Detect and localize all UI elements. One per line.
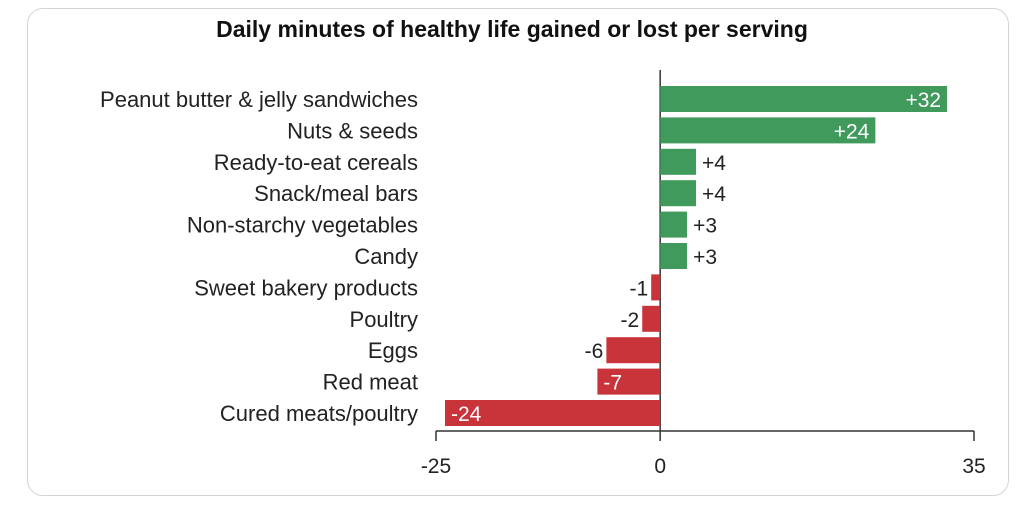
bar [444,400,661,426]
bar [660,148,697,175]
bar [642,305,661,332]
category-label: Cured meats/poultry [220,401,418,426]
value-label: -7 [603,372,622,395]
bar [651,274,661,301]
bar [660,180,697,207]
category-label: Poultry [350,307,418,332]
category-label: Candy [354,244,418,269]
value-label: -6 [585,340,604,363]
category-label: Snack/meal bars [254,181,418,206]
x-tick-label: -25 [421,455,451,478]
value-label: +3 [693,215,717,238]
bar [597,368,661,395]
value-label: -24 [451,403,482,426]
value-label: +24 [834,120,870,143]
x-tick-label: 35 [962,455,985,478]
bar [660,211,688,238]
bar [660,117,876,144]
value-label: +32 [905,89,941,112]
value-label: -2 [621,309,640,332]
chart-title: Daily minutes of healthy life gained or … [216,16,808,42]
category-label: Eggs [368,338,418,363]
value-label: +3 [693,246,717,269]
value-label: +4 [702,152,726,175]
category-label: Peanut butter & jelly sandwiches [100,87,418,112]
x-tick-label: 0 [654,455,666,478]
category-label: Nuts & seeds [287,118,418,143]
bar [660,243,688,269]
bar [606,337,661,364]
category-label: Sweet bakery products [194,275,418,300]
category-label: Red meat [323,370,418,395]
bar [660,86,948,112]
value-label: -1 [630,277,649,300]
category-label: Ready-to-eat cereals [214,150,418,175]
category-label: Non-starchy vegetables [187,213,418,238]
value-label: +4 [702,183,726,206]
